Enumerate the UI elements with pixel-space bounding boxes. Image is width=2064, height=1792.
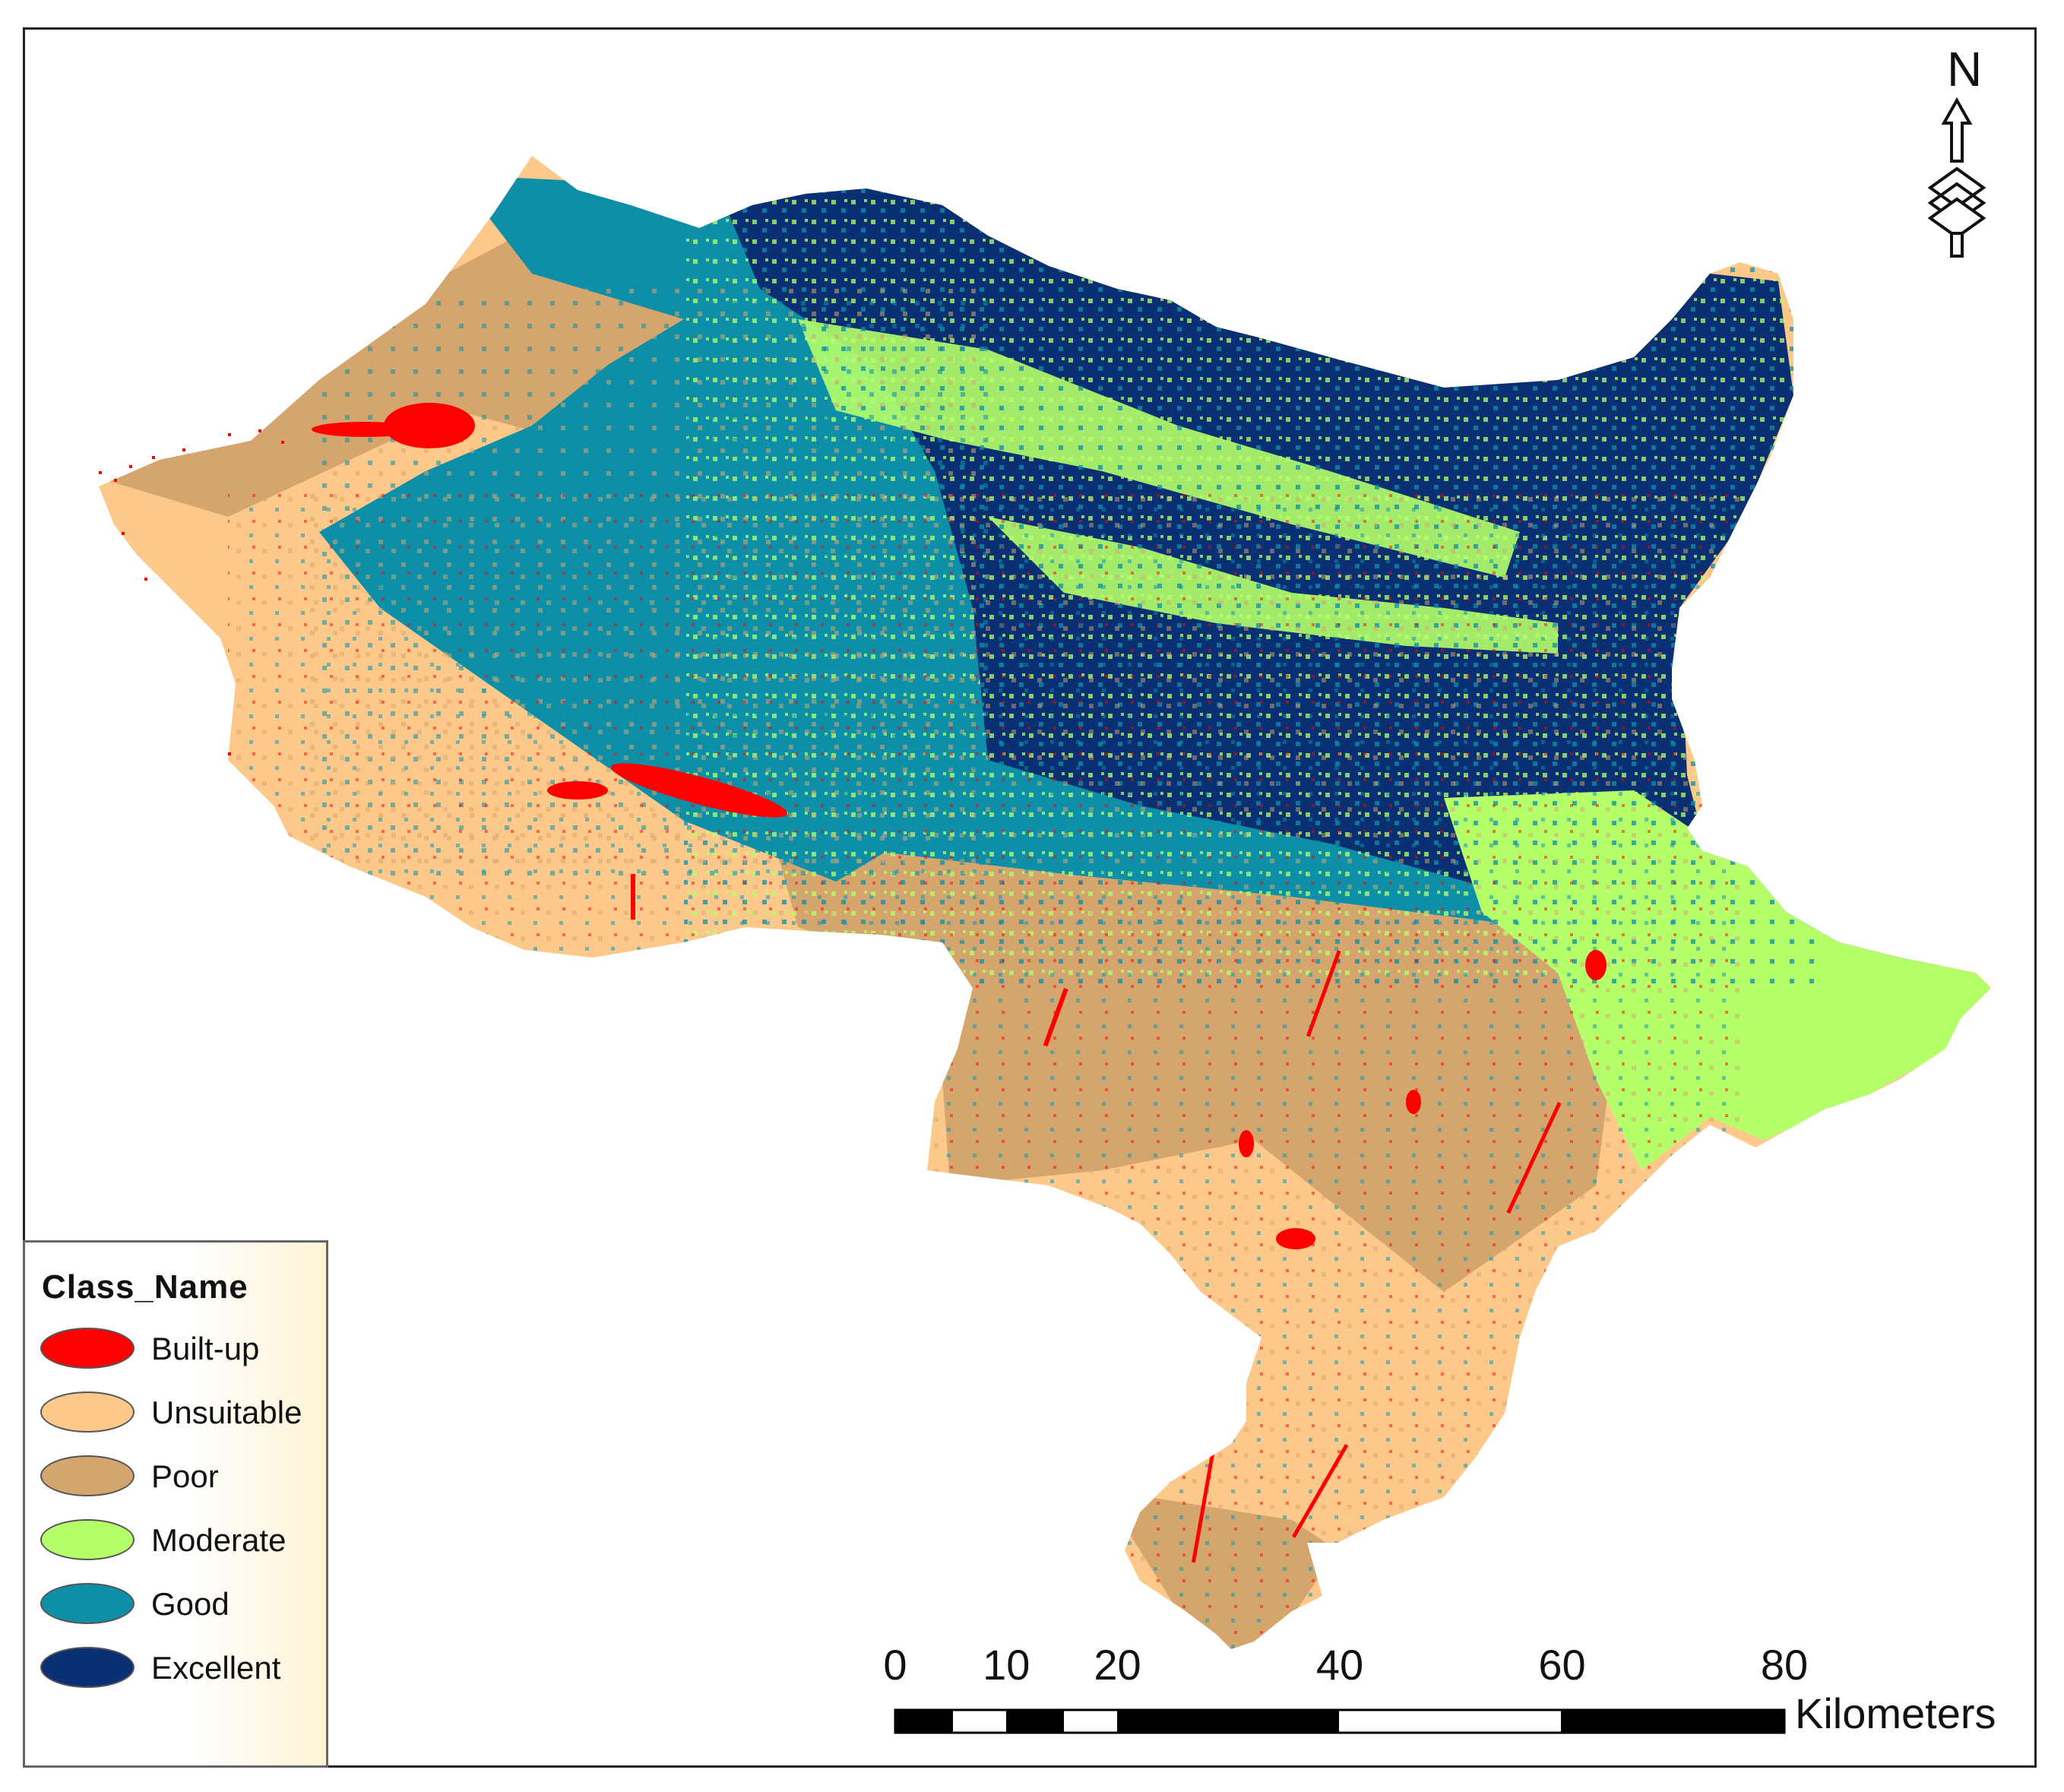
texture-poor-speckle	[228, 494, 1748, 1649]
legend-swatch	[40, 1328, 135, 1369]
legend-label: Built-up	[151, 1331, 260, 1366]
legend-label: Moderate	[151, 1522, 286, 1558]
legend-swatch	[40, 1519, 135, 1560]
scale-tick-label: 60	[1538, 1641, 1586, 1689]
legend-label: Poor	[151, 1458, 219, 1494]
scale-segment	[1561, 1710, 1784, 1733]
legend-item: Good	[40, 1581, 321, 1627]
scale-bar	[894, 1708, 1786, 1734]
scale-tick-label: 10	[983, 1641, 1030, 1689]
legend-swatch	[40, 1391, 135, 1433]
scale-bar-unit: Kilometers	[1795, 1689, 1996, 1737]
scale-tick-label: 80	[1760, 1641, 1809, 1689]
legend-label: Excellent	[151, 1650, 281, 1686]
scale-tick-label: 40	[1315, 1641, 1364, 1689]
scale-segment	[1006, 1710, 1064, 1733]
legend-item: Unsuitable	[40, 1390, 321, 1436]
legend-label: Unsuitable	[151, 1395, 302, 1430]
map-legend: Class_Name Built-up Unsuitable Poor Moderat…	[23, 1240, 328, 1768]
legend-label: Good	[151, 1586, 230, 1622]
legend-swatch	[40, 1455, 135, 1496]
north-arrow-icon	[1927, 97, 1986, 258]
legend-item: Poor	[40, 1454, 321, 1499]
scale-segment	[1117, 1710, 1339, 1733]
legend-item: Built-up	[40, 1326, 321, 1372]
legend-item: Moderate	[40, 1518, 321, 1563]
scale-segment	[895, 1710, 953, 1733]
scale-tick-label: 0	[883, 1641, 907, 1689]
legend-title: Class_Name	[42, 1268, 249, 1306]
legend-item: Excellent	[40, 1645, 321, 1691]
legend-swatch	[40, 1647, 135, 1688]
legend-swatch	[40, 1583, 135, 1624]
north-label: N	[1947, 42, 1983, 97]
built-up-edge-points	[99, 429, 284, 755]
scale-tick-label: 20	[1094, 1641, 1141, 1689]
